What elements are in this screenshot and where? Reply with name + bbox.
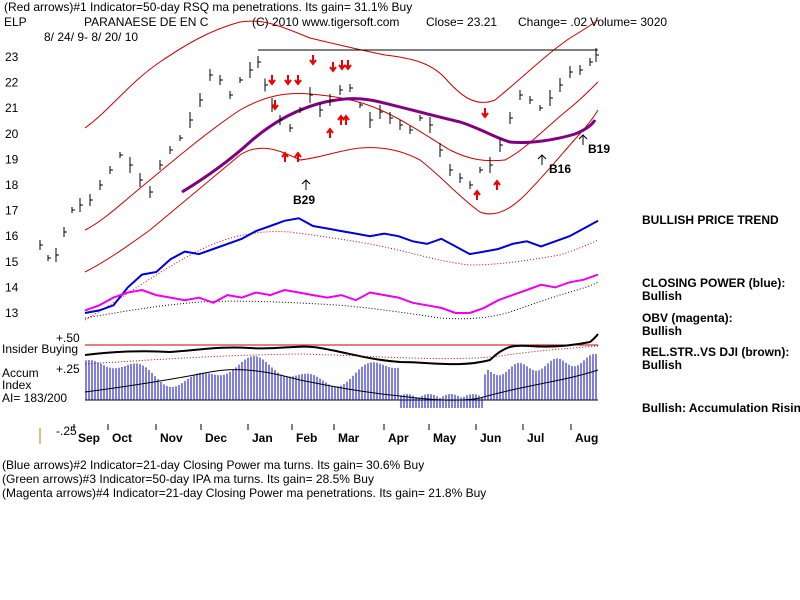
accum-index-line (84, 333, 599, 366)
indicator-1-text: (Red arrows)#1 Indicator=50-day RSQ ma p… (4, 0, 413, 14)
red-up-arrow (493, 179, 501, 190)
y-axis-ticks: 13 14 15 16 17 18 19 20 21 22 23 (5, 50, 19, 320)
ticker-symbol: ELP (4, 15, 27, 29)
x-tick-label: Aug (575, 431, 598, 445)
y-tick-label: 22 (5, 76, 19, 90)
x-tick-label: Dec (205, 431, 227, 445)
red-down-arrow (268, 75, 276, 86)
red-down-arrow (271, 100, 279, 111)
x-tick-label: Mar (338, 431, 360, 445)
price-bars (39, 48, 599, 262)
red-down-arrow (294, 75, 302, 86)
volume-value: Volume= 3020 (590, 15, 668, 29)
y-tick-label: 17 (5, 204, 19, 218)
red-arrows (268, 55, 501, 200)
y-tick-label: 18 (5, 178, 19, 192)
b16-label: B16 (549, 162, 572, 176)
red-up-arrow (281, 151, 289, 162)
b19-arrow (578, 134, 588, 145)
accumulation-status: Bullish: Accumulation Rising (642, 401, 800, 415)
red-up-arrow (326, 127, 334, 138)
obv-label: OBV (magenta): (642, 311, 733, 325)
b29-label: B29 (293, 193, 316, 207)
obv-line (84, 273, 599, 314)
y-tick-label: 21 (5, 101, 19, 115)
accum-ma-line (84, 345, 599, 365)
price-trend-label: BULLISH PRICE TREND (642, 213, 779, 227)
red-up-arrow (473, 189, 481, 200)
b19-label: B19 (588, 142, 611, 156)
x-tick-label: Nov (160, 431, 183, 445)
obv-value: Bullish (642, 324, 683, 338)
plus50-label: +.50 (56, 331, 80, 345)
red-down-arrow (338, 60, 346, 71)
signal-arrows (301, 134, 588, 190)
x-tick-label: Jan (252, 431, 273, 445)
rel-strength-value: Bullish (642, 358, 683, 372)
indicator-2-text: (Blue arrows)#2 Indicator=21-day Closing… (2, 458, 425, 472)
red-down-arrow (481, 108, 489, 119)
red-up-arrow (294, 151, 302, 162)
y-tick-label: 14 (5, 280, 19, 294)
lower-band-line (84, 109, 599, 273)
x-tick-label: Jul (527, 431, 544, 445)
rel-strength-label: REL.STR..VS DJI (brown): (642, 345, 790, 359)
change-value: Change= .02 (518, 15, 588, 29)
obv-ma (84, 281, 599, 320)
closing-power-line (84, 217, 599, 314)
x-tick-label: May (433, 431, 457, 445)
y-tick-label: 23 (5, 50, 19, 64)
red-down-arrow (284, 75, 292, 86)
close-value: Close= 23.21 (426, 15, 498, 29)
x-tick-label: Feb (296, 431, 317, 445)
red-down-arrow (344, 60, 352, 71)
x-tick-label: Jun (480, 431, 501, 445)
b29-arrow (301, 179, 311, 190)
accumulation-bars (85, 354, 597, 408)
x-tick-label: Sep (78, 431, 100, 445)
closing-power-label: CLOSING POWER (blue): (642, 276, 786, 290)
red-down-arrow (329, 62, 337, 73)
company-name: PARANAESE DE EN C (84, 15, 209, 29)
indicator-3-text: (Green arrows)#3 Indicator=50-day IPA ma… (2, 472, 374, 486)
ai-label: AI= 183/200 (2, 391, 68, 405)
date-range: 8/ 24/ 9- 8/ 20/ 10 (44, 30, 139, 44)
middle-band-line (84, 81, 599, 231)
y-tick-label: 15 (5, 255, 19, 269)
index-label: Index (2, 378, 32, 392)
b16-arrow (537, 154, 547, 165)
x-tick-label: Apr (388, 431, 409, 445)
accum-lower-line (84, 369, 599, 401)
indicator-4-text: (Magenta arrows)#4 Indicator=21-day Clos… (2, 486, 487, 500)
y-tick-label: 16 (5, 229, 19, 243)
red-down-arrow (309, 55, 317, 66)
minus25-label: -.25 (56, 424, 77, 438)
moving-average-line (181, 97, 597, 194)
closing-power-value: Bullish (642, 289, 683, 303)
y-tick-label: 20 (5, 127, 19, 141)
plus25-label: +.25 (56, 362, 80, 376)
x-tick-label: Oct (112, 431, 132, 445)
accum-label: Accum (2, 366, 39, 380)
y-tick-label: 19 (5, 152, 19, 166)
closing-power-ma (84, 231, 599, 321)
y-tick-label: 13 (5, 306, 19, 320)
upper-band-line (84, 19, 599, 129)
copyright-text: (C) 2010 www.tigersoft.com (252, 15, 400, 29)
insider-buying-label: Insider Buying (2, 342, 79, 356)
red-up-arrow (337, 114, 345, 125)
x-axis-labels: Sep Oct Nov Dec Jan Feb Mar Apr May Jun Jul Aug (73, 424, 598, 445)
red-up-arrow (342, 114, 350, 125)
